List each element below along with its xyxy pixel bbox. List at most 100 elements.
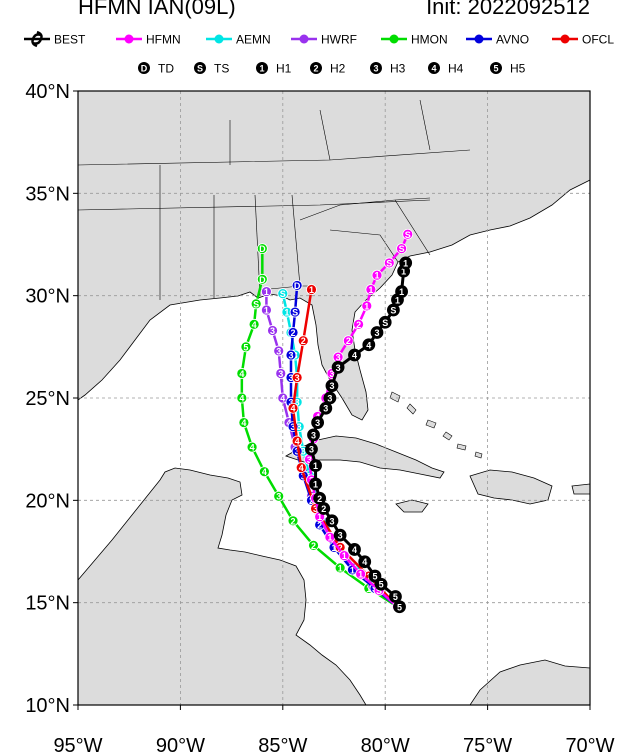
init-time: Init: 2022092512 — [426, 0, 590, 19]
legend-swatch-dot — [474, 34, 484, 44]
track-point — [333, 528, 347, 542]
lon-label: 85°W — [258, 735, 307, 755]
track-point-label: 1 — [358, 570, 363, 580]
track-point — [287, 327, 299, 338]
legend-swatch-dot — [214, 34, 224, 44]
track-point — [285, 349, 297, 361]
track-point-label: 1 — [264, 287, 269, 297]
land-puerto-rico — [571, 483, 590, 495]
legend-intensity-ts: S TS — [194, 62, 229, 76]
track-point-label: S — [280, 289, 286, 299]
track-point-label: 1 — [338, 563, 343, 573]
track-point-label: 2 — [291, 516, 296, 526]
legend-swatch-dot — [299, 34, 309, 44]
track-point-label: 1 — [313, 479, 318, 489]
track-point — [323, 391, 337, 405]
track-point-label: 4 — [366, 340, 371, 350]
legend-intensity-h5: 5 H5 — [490, 62, 526, 76]
track-point-label: D — [259, 244, 266, 254]
track-point-label: S — [399, 244, 405, 254]
track-point-label: 3 — [288, 398, 293, 408]
legend-swatch-dot — [560, 34, 570, 44]
track-point — [250, 298, 262, 310]
track-point — [338, 550, 350, 561]
track-point-label: 3 — [295, 373, 300, 383]
track-point-label: 3 — [327, 394, 332, 404]
track-point-label: 3 — [309, 445, 314, 455]
track-point — [396, 243, 407, 254]
track-point — [331, 360, 345, 374]
legend-intensity-h4: 4 H4 — [428, 62, 464, 76]
track-point-label: 5 — [393, 592, 398, 602]
track-point — [295, 462, 307, 473]
intensity-symbol — [138, 62, 150, 74]
track-point — [361, 300, 373, 312]
intensity-symbol — [194, 62, 206, 74]
track-point-label: 3 — [329, 381, 334, 391]
track-point — [306, 284, 317, 295]
track-point — [355, 568, 367, 580]
track-point — [371, 269, 383, 281]
track-point-label: 1 — [395, 295, 400, 305]
track-point — [236, 368, 248, 379]
track-point — [248, 318, 260, 330]
track-point-label: 4 — [286, 418, 291, 428]
track-point-label: 1 — [368, 285, 373, 295]
intensity-symbol-text: S — [197, 64, 203, 74]
track-point-label: 3 — [291, 422, 296, 432]
track-point — [370, 326, 384, 339]
lat-label: 20°N — [25, 490, 70, 512]
track-point — [273, 345, 285, 357]
track-point — [311, 416, 325, 429]
forecast-tracks: S112234444454SDD543333334433311S11122333… — [236, 228, 414, 614]
track-point-label: 3 — [288, 373, 293, 383]
track-point-label: 3 — [323, 404, 328, 414]
legend-model-label: OFCL — [582, 33, 614, 47]
track-point — [348, 543, 361, 556]
track-point — [240, 341, 252, 353]
track-point-label: 2 — [317, 494, 322, 504]
track-point-label: 4 — [295, 436, 300, 446]
intensity-label: TS — [214, 62, 229, 76]
track-point — [258, 466, 270, 478]
track-point-label: 3 — [315, 418, 320, 428]
lat-label: 25°N — [25, 388, 70, 410]
track-point-label: S — [390, 305, 396, 315]
track-point-label: 2 — [301, 336, 306, 346]
track-point — [261, 286, 272, 297]
track-point-label: 1 — [317, 512, 322, 522]
track-point-label: 3 — [329, 516, 334, 526]
legend: BEST HFMN AEMN HWRF HMON AVNO OFCL D TD S TS 1 H1 2 H2… — [24, 30, 614, 76]
track-point-label: 5 — [379, 580, 384, 590]
track-point-label: 1 — [309, 285, 314, 295]
track-point-label: 1 — [313, 461, 318, 471]
track-point — [399, 256, 413, 270]
intensity-label: H4 — [448, 62, 464, 76]
track-point — [308, 539, 319, 551]
track-point-label: 3 — [336, 353, 341, 363]
track-point-label: 1 — [284, 308, 289, 318]
track-point — [275, 368, 287, 379]
lon-label: 70°W — [565, 735, 614, 755]
track-point — [313, 491, 327, 505]
legend-model-label: BEST — [54, 33, 86, 47]
land-south-america — [469, 659, 590, 705]
track-point-label: 4 — [250, 443, 255, 453]
lat-label: 10°N — [25, 695, 70, 717]
legend-intensity-h2: 2 H2 — [310, 62, 346, 76]
lon-label: 80°W — [361, 735, 410, 755]
track-point-label: 3 — [295, 398, 300, 408]
track-point — [402, 228, 414, 240]
axis-ticks: 95°W 90°W 85°W 80°W 75°W 70°W 10°N 15°N 20°N 25°N… — [25, 81, 614, 755]
legend-intensity-h3: 3 H3 — [370, 62, 406, 76]
intensity-symbol — [370, 62, 382, 74]
track-line — [240, 248, 399, 608]
track-point-label: S — [386, 258, 392, 268]
lat-label: 35°N — [25, 183, 70, 205]
track-point-label: 3 — [295, 447, 300, 457]
track-point-label: 4 — [352, 351, 357, 361]
land-bahamas — [389, 391, 483, 459]
track-point — [348, 348, 361, 362]
track-point — [368, 569, 382, 583]
